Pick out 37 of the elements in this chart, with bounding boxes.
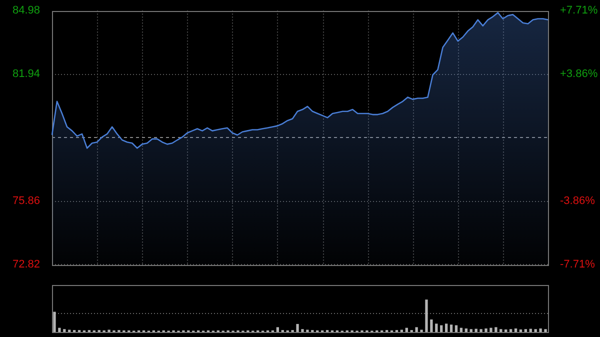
bar <box>480 329 482 332</box>
bar <box>276 327 280 332</box>
y2-tick-label: +3.86% <box>560 68 598 80</box>
y-tick-label: 84.98 <box>12 4 40 17</box>
bar <box>425 300 428 332</box>
bar <box>430 319 433 332</box>
bar <box>504 329 508 332</box>
bar <box>58 328 61 332</box>
bar <box>454 325 458 332</box>
bar <box>524 329 528 332</box>
bar <box>464 328 468 332</box>
bar <box>539 328 542 332</box>
y-tick-label: 81.94 <box>12 68 40 80</box>
bar <box>544 329 547 332</box>
y2-tick-label: -7.71% <box>560 258 596 270</box>
bar <box>53 312 56 332</box>
bar <box>435 324 438 332</box>
bar <box>440 325 443 332</box>
y-tick-label: 72.82 <box>12 258 40 270</box>
bar <box>514 328 518 332</box>
bar <box>484 328 488 332</box>
bar <box>470 329 472 332</box>
bar <box>415 327 418 332</box>
bar <box>63 329 66 332</box>
y-tick-label: 75.86 <box>12 194 40 207</box>
bar <box>301 329 304 332</box>
bar <box>500 329 502 332</box>
bar <box>519 329 522 332</box>
bar <box>296 324 299 332</box>
y2-tick-label: +7.71% <box>560 4 598 17</box>
bar <box>534 329 537 332</box>
bar <box>509 329 512 332</box>
bar <box>450 324 453 332</box>
bar <box>494 327 498 332</box>
y2-tick-label: -3.86% <box>560 195 596 208</box>
bar <box>444 324 448 332</box>
bar <box>490 328 492 332</box>
